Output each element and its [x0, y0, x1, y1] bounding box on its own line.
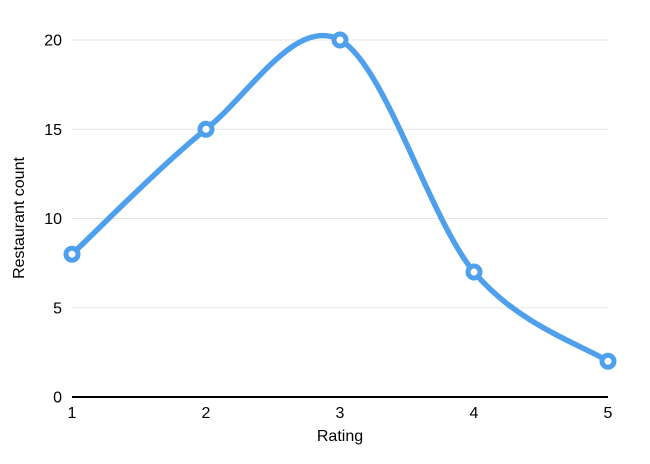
- data-point-marker: [331, 31, 349, 49]
- y-tick-label: 15: [44, 122, 62, 139]
- data-point-marker: [465, 263, 483, 281]
- data-point-marker: [599, 352, 617, 370]
- x-tick-label: 3: [336, 405, 345, 422]
- data-point-marker: [63, 245, 81, 263]
- y-tick-label: 10: [44, 211, 62, 228]
- x-tick-label: 4: [470, 405, 479, 422]
- x-axis-title: Rating: [316, 428, 364, 445]
- x-tick-label: 2: [202, 405, 211, 422]
- y-tick-label: 0: [53, 390, 62, 407]
- data-series-line: [69, 32, 611, 365]
- data-point-marker: [197, 120, 215, 138]
- x-tick-label: 5: [604, 405, 613, 422]
- y-tick-label: 5: [53, 300, 62, 317]
- x-tick-label: 1: [68, 405, 77, 422]
- y-axis-title: Restaurant count: [11, 157, 28, 279]
- y-tick-label: 20: [44, 33, 62, 50]
